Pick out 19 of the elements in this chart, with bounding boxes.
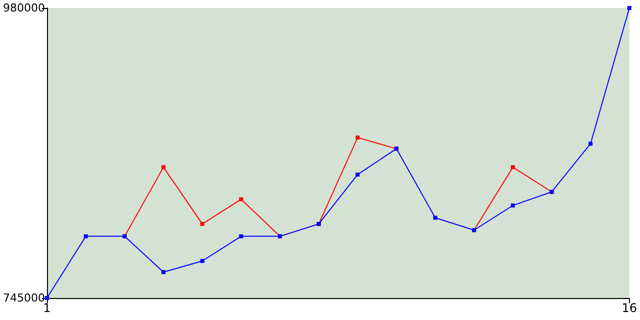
y-tick-label: 980000 bbox=[2, 2, 45, 14]
point bbox=[239, 197, 244, 202]
point bbox=[200, 258, 204, 263]
x-tick-label: 1 bbox=[43, 301, 51, 315]
point bbox=[588, 142, 593, 146]
point bbox=[44, 296, 49, 300]
point bbox=[510, 203, 515, 208]
point bbox=[356, 136, 360, 140]
y-tick-label: 745000 bbox=[2, 292, 45, 304]
point bbox=[84, 234, 88, 238]
point bbox=[433, 216, 438, 220]
point bbox=[239, 234, 244, 238]
point bbox=[627, 6, 632, 10]
point bbox=[200, 222, 204, 226]
x-tick-label: 16 bbox=[622, 301, 638, 315]
point bbox=[161, 270, 166, 274]
point bbox=[356, 172, 360, 177]
point bbox=[510, 165, 515, 170]
point bbox=[161, 165, 166, 170]
